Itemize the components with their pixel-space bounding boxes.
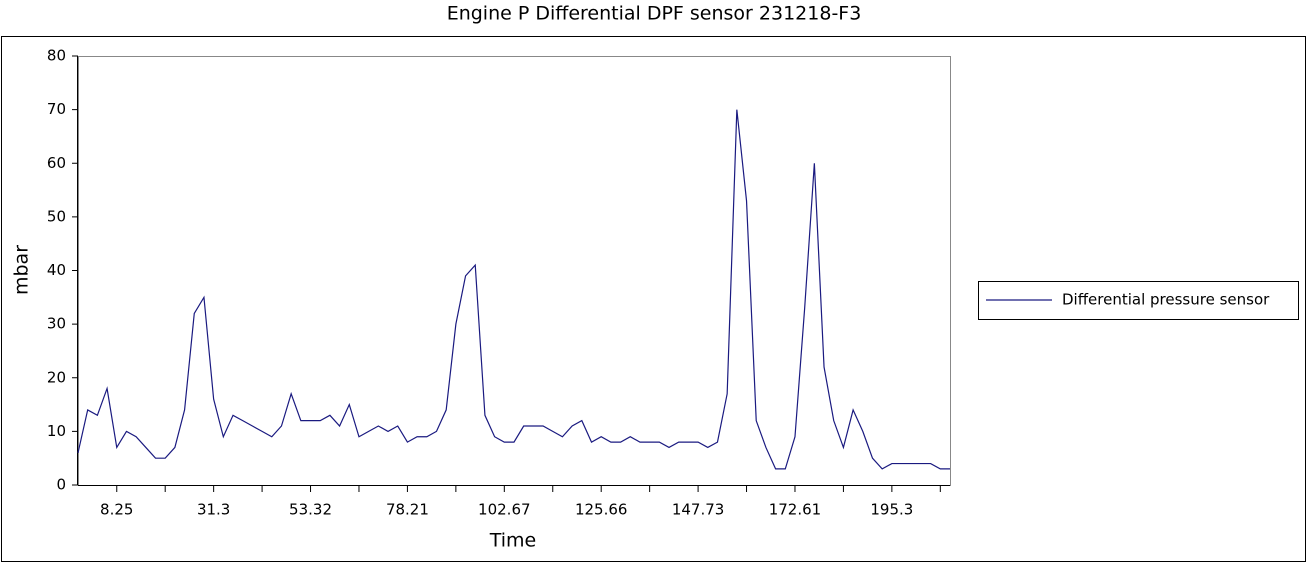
y-tick-label: 50: [47, 207, 66, 225]
x-tick-label: 78.21: [386, 501, 429, 519]
y-tick-label: 80: [47, 47, 66, 65]
y-tick-label: 30: [47, 315, 66, 333]
y-tick-label: 0: [56, 476, 66, 494]
y-axis-label: mbar: [11, 245, 33, 295]
chart-frame: [1, 36, 1306, 562]
chart-title: Engine P Differential DPF sensor 231218-…: [447, 3, 862, 25]
y-tick-label: 10: [47, 422, 66, 440]
x-tick-label: 53.32: [289, 501, 332, 519]
y-tick-label: 60: [47, 154, 66, 172]
x-tick-label: 31.3: [197, 501, 230, 519]
legend-label: Differential pressure sensor: [1062, 291, 1270, 309]
data-line: [77, 109, 950, 470]
plot-area: [78, 56, 951, 486]
x-tick-label: 147.73: [672, 501, 725, 519]
x-axis-label: Time: [489, 530, 537, 552]
x-tick-label: 8.25: [100, 501, 133, 519]
y-tick-label: 70: [47, 100, 66, 118]
x-tick-label: 102.67: [478, 501, 531, 519]
x-tick-label: 125.66: [575, 501, 628, 519]
y-tick-label: 20: [47, 368, 66, 386]
y-tick-label: 40: [47, 261, 66, 279]
x-tick-label: 172.61: [769, 501, 822, 519]
x-tick-label: 195.3: [870, 501, 913, 519]
